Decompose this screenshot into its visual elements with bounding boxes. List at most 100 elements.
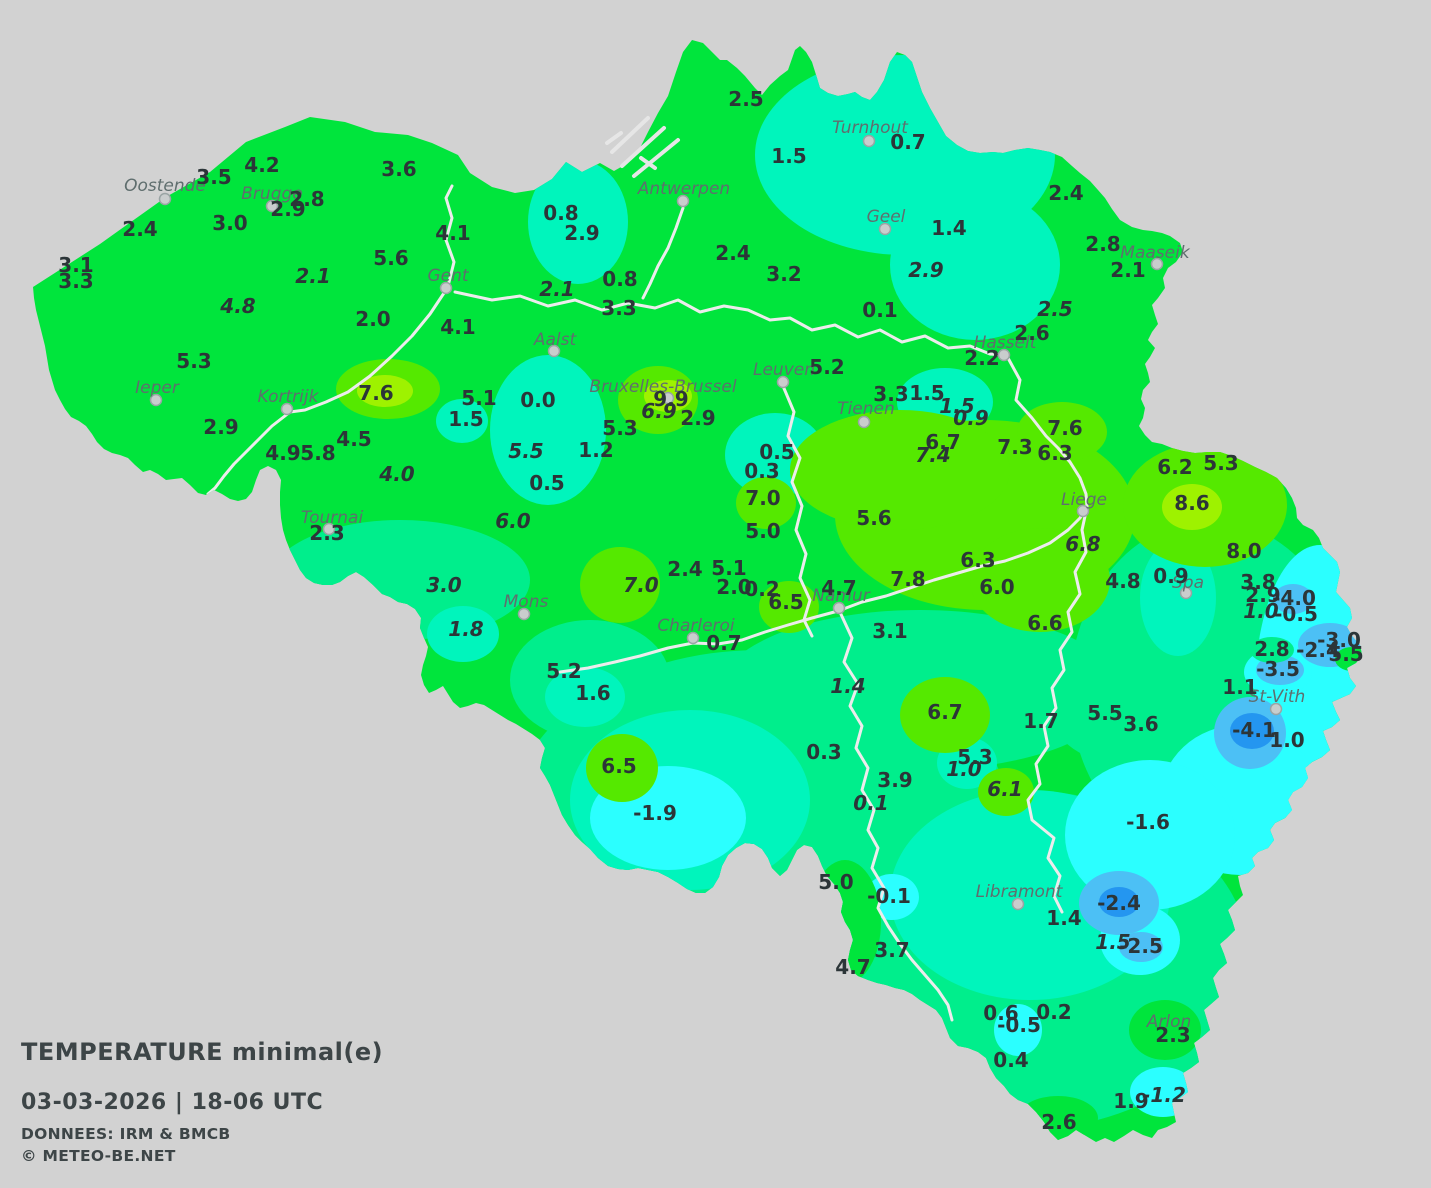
station-temperature-value: 0.2 [744, 577, 779, 601]
station-temperature-value: -2.5 [1119, 934, 1163, 958]
temperature-zone [1129, 1000, 1201, 1060]
station-temperature-value: 2.9 [270, 197, 305, 221]
station-temperature-value: 0.9 [953, 406, 989, 430]
cities-layer: Oostende Brugge Gent Antwerpen Turnhout Geel M… [124, 118, 1305, 1032]
city-dot [158, 192, 172, 206]
temperature-zone [1250, 637, 1294, 663]
station-temperature-value: 4.0 [378, 462, 415, 486]
station-temperature-value: 4.8 [219, 294, 256, 318]
station-temperature-value: 2.0 [716, 575, 751, 599]
city-dot [1076, 504, 1090, 518]
city-label: Turnhout [832, 118, 909, 138]
station-temperature-value: 6.1 [987, 777, 1022, 801]
station-temperature-value: 2.9 [1245, 583, 1280, 607]
city-dot [1269, 702, 1283, 716]
station-temperature-value: 0.3 [744, 459, 779, 483]
station-temperature-value: 3.1 [58, 253, 93, 277]
station-temperature-value: 1.7 [1023, 709, 1058, 733]
station-temperature-value: -0.5 [1274, 602, 1318, 626]
city-label: Namur [812, 586, 870, 606]
station-temperature-value: 0.8 [602, 267, 637, 291]
station-temperature-value: -1.2 [1142, 1083, 1186, 1107]
station-temperature-value: 3.9 [877, 768, 912, 792]
city-label: Liege [1061, 490, 1107, 510]
station-temperature-value: 3.7 [874, 938, 909, 962]
station-temperature-value: 0.5 [759, 440, 794, 464]
station-temperature-value: 2.1 [1110, 258, 1145, 282]
temperature-zone [1140, 540, 1216, 656]
station-temperature-value: 2.5 [728, 87, 763, 111]
station-temperature-value: 9.9 [653, 387, 688, 411]
city-label: Oostende [124, 176, 206, 196]
station-temperature-value: -1.6 [1126, 810, 1170, 834]
station-temperature-value: 1.5 [771, 144, 806, 168]
station-temperature-value: 1.8 [448, 617, 484, 641]
station-temperature-value: 5.3 [176, 349, 211, 373]
station-temperature-value: -0.1 [867, 884, 911, 908]
station-temperature-value: 0.2 [1036, 1000, 1071, 1024]
border-line [605, 131, 623, 145]
temperature-zone [890, 190, 1060, 340]
border-line [453, 290, 1007, 357]
temperature-zone [1017, 402, 1107, 462]
city-dot [1011, 897, 1025, 911]
station-temperature-value: 4.1 [440, 315, 475, 339]
temperature-zone [580, 547, 660, 623]
city-label: St-Vith [1249, 687, 1306, 707]
station-temperature-value: 1.1 [1222, 675, 1257, 699]
city-label: Kortrijk [258, 387, 320, 407]
station-temperature-value: 5.8 [300, 441, 335, 465]
temperature-zone [586, 734, 658, 802]
station-temperature-value: 5.3 [1203, 451, 1238, 475]
station-temperature-value: -4.0 [1272, 586, 1316, 610]
station-temperature-value: 2.3 [1155, 1023, 1190, 1047]
city-label: Tournai [301, 508, 364, 528]
temperature-zone [357, 375, 413, 407]
map-date-range: 03-03-2026 | 18-06 UTC [21, 1090, 324, 1115]
station-temperature-value: 3.0 [426, 573, 462, 597]
station-temperature-value: 3.0 [212, 211, 247, 235]
station-temperature-value: 5.0 [818, 870, 853, 894]
station-temperature-value: 6.5 [768, 590, 803, 614]
border-line [632, 138, 680, 178]
city-label: Ieper [135, 378, 180, 398]
city-label: Spa [1172, 573, 1204, 593]
station-temperature-value: 5.5 [1328, 642, 1363, 666]
map-data-source: DONNEES: IRM & BMCB [21, 1125, 231, 1143]
border-line [781, 384, 814, 638]
temperature-zone [1273, 584, 1313, 614]
city-label: Geel [867, 207, 906, 227]
city-dot [265, 199, 279, 213]
city-dot [857, 415, 871, 429]
station-temperature-value: 2.0 [355, 307, 390, 331]
station-temperature-value: 0.7 [706, 631, 741, 655]
city-label: Hasselt [974, 333, 1038, 353]
station-temperature-value: 2.8 [1254, 637, 1289, 661]
station-temperature-value: 3.6 [1123, 712, 1158, 736]
station-temperature-value: 1.0 [946, 757, 982, 781]
antwerp-port-channels [605, 116, 680, 178]
temperature-zone [1162, 484, 1222, 530]
station-temperature-value: 3.8 [1240, 570, 1275, 594]
city-label: Leuven [753, 360, 815, 380]
station-temperature-value: 0.8 [543, 201, 578, 225]
station-temperature-value: -1.9 [633, 801, 677, 825]
temperature-zone [1099, 887, 1139, 917]
station-temperature-value: 5.2 [809, 355, 844, 379]
station-temperature-value: 7.4 [915, 443, 950, 467]
border-line [639, 156, 657, 170]
title-block: TEMPERATURE minimal(e) 03-03-2026 | 18-0… [21, 1038, 383, 1169]
station-temperature-value: 4.7 [835, 955, 870, 979]
station-temperature-value: 1.5 [1095, 930, 1130, 954]
city-dot [661, 391, 675, 405]
city-dot [547, 344, 561, 358]
station-temperature-value: 3.6 [381, 157, 416, 181]
station-temperature-value: 6.0 [979, 575, 1014, 599]
station-temperature-value: -3.0 [1317, 628, 1361, 652]
station-temperature-value: 7.8 [890, 567, 925, 591]
city-dot [439, 281, 453, 295]
station-temperature-value: 4.2 [244, 153, 279, 177]
station-temperature-value: 8.6 [1174, 491, 1209, 515]
temperature-zone [900, 677, 990, 753]
